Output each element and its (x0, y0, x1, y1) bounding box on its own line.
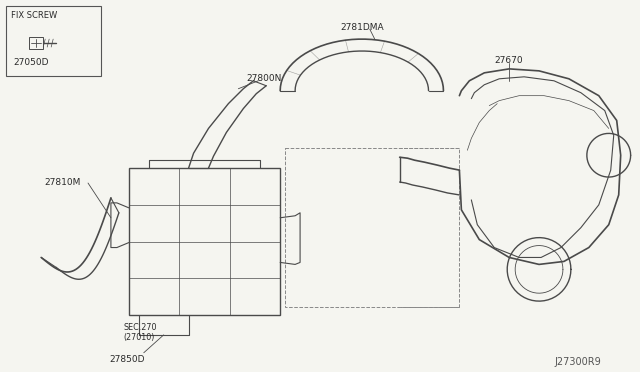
Bar (285, 148, 460, 307)
Bar (129, 168, 280, 315)
Bar (6, 6, 101, 76)
Text: 27800N: 27800N (246, 74, 282, 83)
Text: (27010): (27010) (124, 333, 156, 342)
Bar (29, 37, 44, 49)
Text: 2781DMA: 2781DMA (340, 23, 383, 32)
Text: FIX SCREW: FIX SCREW (12, 11, 58, 20)
Text: SEC.270: SEC.270 (124, 323, 157, 332)
Text: 27810M: 27810M (44, 178, 81, 187)
Text: 27850D: 27850D (109, 355, 145, 364)
Text: 27050D: 27050D (13, 58, 49, 67)
Text: J27300R9: J27300R9 (554, 357, 601, 367)
Text: 27670: 27670 (494, 56, 523, 65)
